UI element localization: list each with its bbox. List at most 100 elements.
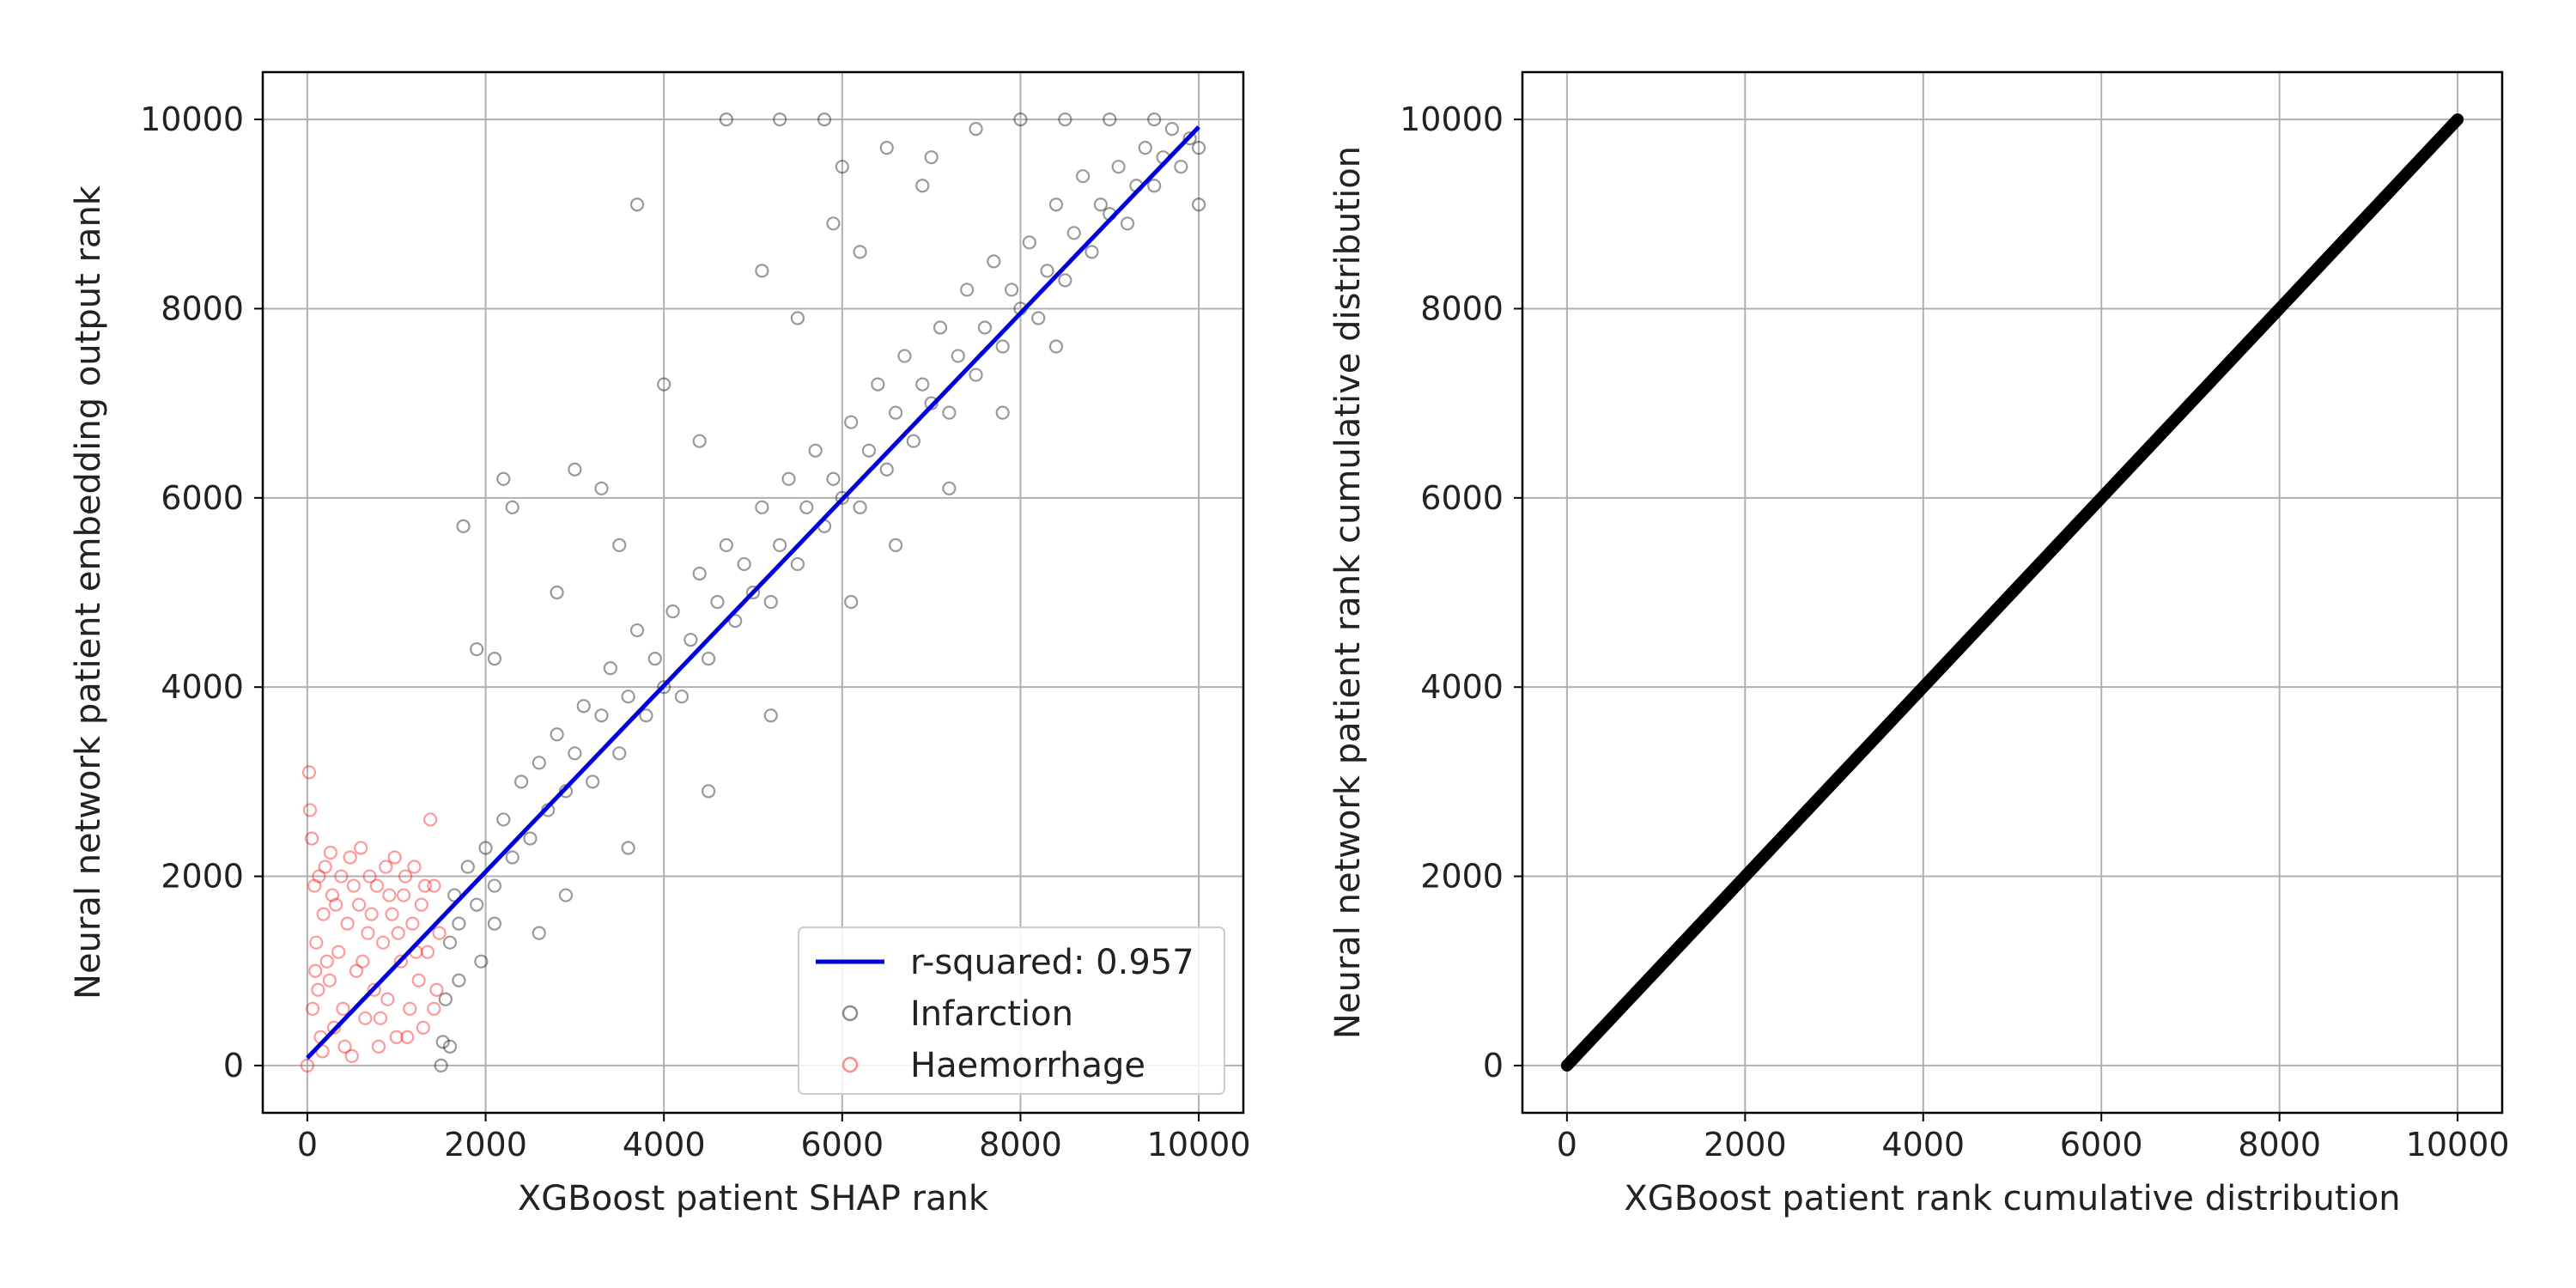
- left-ticks: 0 2000 4000 6000 8000 10000 0 2000 4000 6000 8000 1…: [140, 100, 1250, 1163]
- infarction-point: [1076, 169, 1091, 184]
- infarction-point: [1147, 112, 1162, 127]
- infarction-point: [452, 973, 466, 987]
- infarction-point: [710, 594, 725, 610]
- left-y-axis-label: Neural network patient embedding output …: [69, 185, 108, 999]
- infarction-point: [487, 878, 502, 893]
- haemorrhage-point: [349, 963, 364, 978]
- infarction-point: [826, 471, 841, 486]
- left-grid: [263, 72, 1243, 1113]
- infarction-point: [470, 897, 484, 912]
- infarction-point: [452, 916, 466, 931]
- haemorrhage-point: [305, 831, 319, 846]
- haemorrhage-point: [343, 850, 357, 865]
- haemorrhage-point: [312, 869, 326, 884]
- haemorrhage-point: [427, 1001, 441, 1016]
- haemorrhage-point: [411, 973, 426, 987]
- infarction-point: [781, 471, 796, 486]
- haemorrhage-point: [407, 860, 422, 874]
- infarction-point: [817, 112, 832, 127]
- haemorrhage-point: [326, 1020, 342, 1035]
- haemorrhage-point: [382, 888, 397, 902]
- left-x-axis-label: XGBoost patient SHAP rank: [518, 1179, 989, 1218]
- legend-label-infarction: Infarction: [910, 994, 1073, 1034]
- infarction-point: [487, 652, 502, 666]
- infarction-point: [657, 377, 671, 392]
- infarction-point: [960, 283, 975, 297]
- infarction-point: [1182, 131, 1197, 146]
- y-tick-label: 6000: [1420, 479, 1504, 517]
- infarction-point: [692, 566, 707, 581]
- right-y-axis-label: Neural network patient rank cumulative d…: [1328, 146, 1368, 1039]
- haemorrhage-point: [334, 869, 349, 884]
- haemorrhage-point: [352, 897, 367, 912]
- infarction-point: [755, 500, 769, 514]
- haemorrhage-point: [318, 860, 332, 874]
- x-tick-label: 8000: [979, 1126, 1062, 1163]
- infarction-point: [915, 377, 930, 392]
- haemorrhage-point: [432, 926, 447, 940]
- infarction-point: [844, 594, 859, 610]
- regression-line: [306, 125, 1200, 1060]
- infarction-point: [550, 727, 564, 742]
- haemorrhage-point: [344, 1048, 359, 1063]
- infarction-point: [969, 368, 983, 382]
- infarction-point: [629, 197, 645, 212]
- legend-label-haemorrhage: Haemorrhage: [910, 1046, 1145, 1085]
- infarction-point: [915, 179, 930, 193]
- infarction-point: [487, 916, 502, 931]
- haemorrhage-point: [337, 1039, 352, 1054]
- infarction-point: [1058, 112, 1072, 127]
- infarction-point: [773, 538, 787, 553]
- y-tick-label: 4000: [161, 668, 244, 706]
- infarction-point: [612, 538, 627, 553]
- infarction-point: [532, 926, 546, 940]
- infarction-point: [826, 216, 841, 231]
- infarction-point: [586, 775, 600, 789]
- infarction-point: [728, 613, 743, 629]
- infarction-point: [1191, 141, 1206, 155]
- infarction-point: [835, 490, 849, 505]
- infarction-point: [1084, 245, 1099, 259]
- left-legend: r-squared: 0.957 Infarction Haemorrhage: [798, 927, 1225, 1095]
- haemorrhage-point: [308, 963, 323, 978]
- infarction-point: [523, 831, 538, 846]
- infarction-point: [568, 746, 582, 761]
- infarction-point: [1093, 197, 1108, 212]
- infarction-point: [1022, 235, 1036, 250]
- infarction-point: [844, 415, 859, 429]
- y-tick-label: 2000: [1420, 858, 1504, 896]
- haemorrhage-point: [385, 907, 399, 921]
- right-grid: [1522, 72, 2502, 1113]
- haemorrhage-point: [371, 1039, 386, 1054]
- x-tick-label: 4000: [623, 1126, 706, 1163]
- infarction-point: [442, 935, 458, 950]
- infarction-point: [719, 538, 733, 553]
- infarction-point: [889, 405, 903, 420]
- y-tick-label: 8000: [161, 289, 244, 327]
- left-fit-line: [306, 125, 1200, 1060]
- haemorrhage-point: [429, 982, 444, 997]
- infarction-point: [1174, 160, 1188, 174]
- infarction-point: [763, 708, 778, 723]
- legend-label-fit: r-squared: 0.957: [910, 943, 1194, 982]
- infarction-point: [435, 1035, 450, 1049]
- infarction-point: [594, 481, 609, 495]
- y-tick-label: 2000: [161, 858, 244, 896]
- infarction-point: [665, 604, 680, 619]
- infarction-point: [474, 954, 489, 969]
- infarction-point: [692, 434, 707, 448]
- haemorrhage-point: [361, 926, 375, 940]
- infarction-point: [612, 746, 627, 761]
- infarction-point: [513, 775, 529, 789]
- infarction-point: [434, 1058, 448, 1073]
- infarction-point: [799, 500, 814, 514]
- infarction-point: [438, 992, 453, 1006]
- infarction-point: [1147, 179, 1162, 193]
- infarction-point: [790, 311, 805, 325]
- haemorrhage-point: [355, 954, 370, 969]
- infarction-point: [683, 632, 698, 647]
- haemorrhage-point: [417, 878, 433, 893]
- haemorrhage-point: [400, 1030, 415, 1044]
- infarction-point: [1103, 112, 1117, 127]
